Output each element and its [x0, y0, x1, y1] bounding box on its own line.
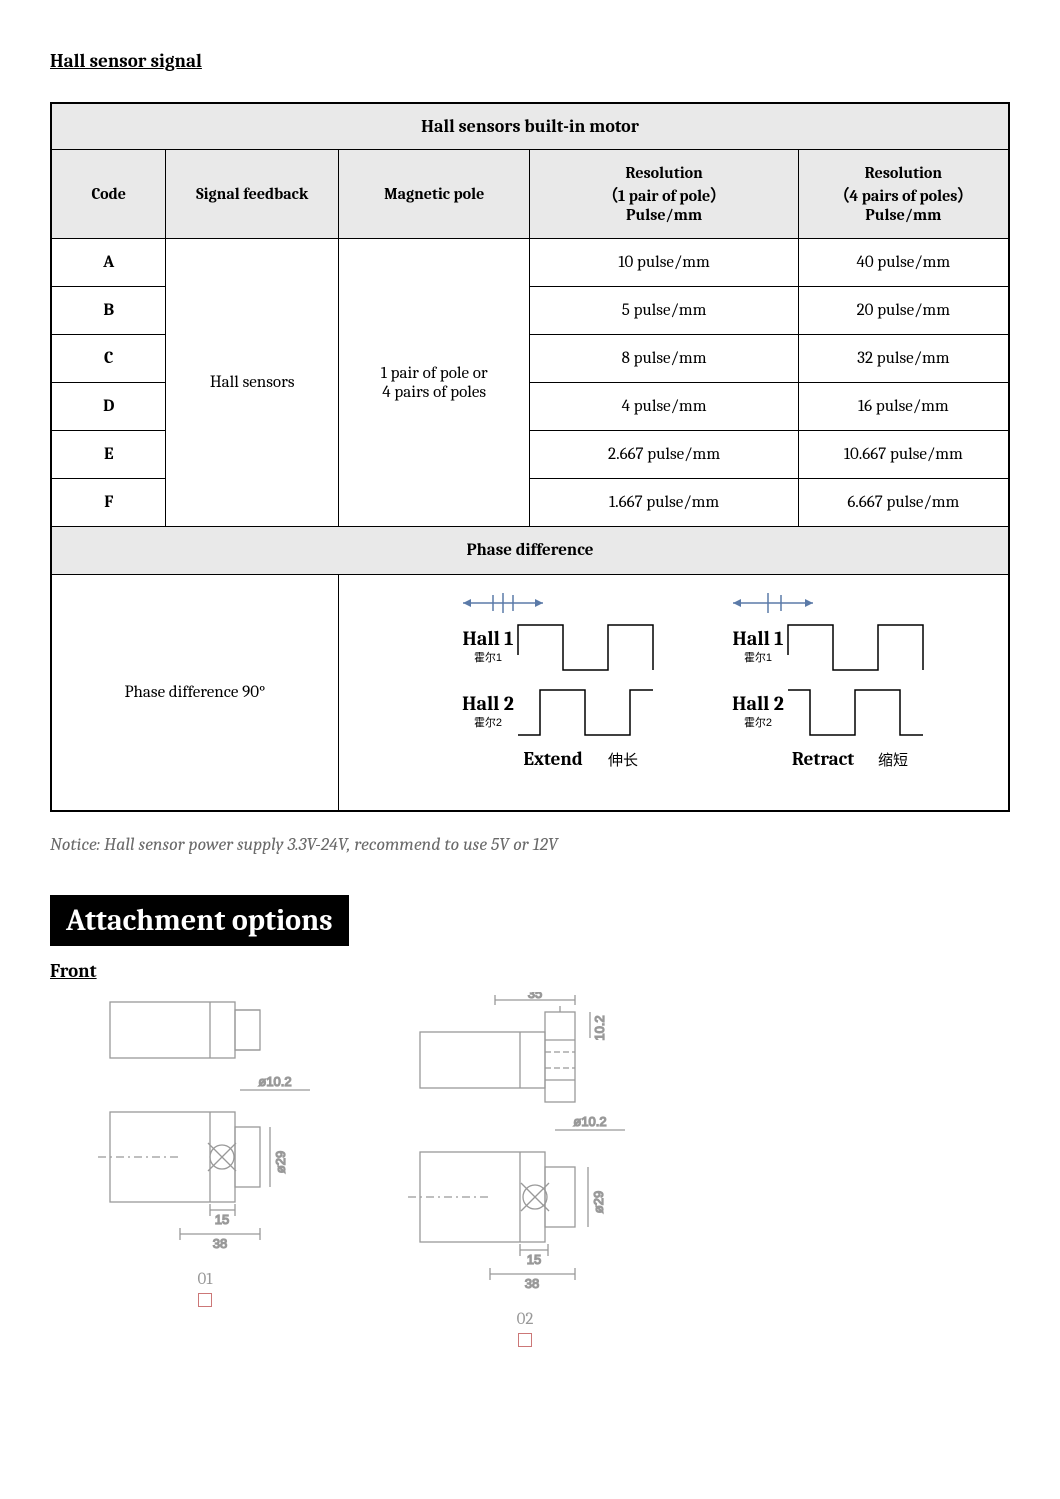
col-magnetic: Magnetic pole	[338, 150, 530, 239]
svg-text:Hall 1: Hall 1	[463, 627, 514, 650]
svg-text:ø29: ø29	[591, 1191, 606, 1213]
table-row: A Hall sensors 1 pair of pole or 4 pairs…	[51, 239, 1009, 287]
svg-text:15: 15	[527, 1252, 541, 1267]
res4-cell: 6.667 pulse/mm	[798, 479, 1009, 527]
drawing-02-label: 02	[390, 1310, 660, 1329]
drawing-01-checkbox[interactable]	[198, 1293, 212, 1307]
drawing-02: 35 10.2 ø10.2	[390, 992, 660, 1351]
col-res4: Resolution （4 pairs of poles） Pulse/mm	[798, 150, 1009, 239]
res4-cell: 32 pulse/mm	[798, 335, 1009, 383]
svg-text:ø10.2: ø10.2	[258, 1074, 291, 1089]
svg-text:Extend: Extend	[524, 748, 583, 770]
signal-cell: Hall sensors	[166, 239, 338, 527]
drawings-row: ø10.2 ø29 15	[80, 992, 1010, 1351]
svg-text:35: 35	[528, 992, 542, 1001]
svg-text:10.2: 10.2	[592, 1015, 607, 1040]
phase-diagram-cell: Hall 1 霍尔1 Hall 2 霍尔2 Extend 伸长	[338, 575, 1009, 812]
code-cell: A	[51, 239, 166, 287]
phase-title: Phase difference	[51, 527, 1009, 575]
svg-text:Hall 2: Hall 2	[463, 692, 515, 715]
res4-cell: 16 pulse/mm	[798, 383, 1009, 431]
res1-cell: 8 pulse/mm	[530, 335, 798, 383]
svg-text:霍尔1: 霍尔1	[744, 651, 772, 664]
svg-text:Hall 1: Hall 1	[733, 627, 784, 650]
svg-text:伸长: 伸长	[608, 752, 638, 769]
front-heading: Front	[50, 960, 1010, 982]
hall-sensors-table: Hall sensors built-in motor Code Signal …	[50, 102, 1010, 812]
drawing-01: ø10.2 ø29 15	[80, 992, 330, 1351]
res1-cell: 5 pulse/mm	[530, 287, 798, 335]
table-title: Hall sensors built-in motor	[51, 103, 1009, 150]
svg-text:38: 38	[213, 1236, 227, 1251]
col-code: Code	[51, 150, 166, 239]
drawing-01-label: 01	[80, 1270, 330, 1289]
phase-diagram: Hall 1 霍尔1 Hall 2 霍尔2 Extend 伸长	[393, 585, 953, 795]
svg-text:38: 38	[525, 1276, 539, 1291]
code-cell: C	[51, 335, 166, 383]
drawing-01-svg: ø10.2 ø29 15	[80, 992, 330, 1252]
res1-cell: 10 pulse/mm	[530, 239, 798, 287]
svg-text:Hall 2: Hall 2	[733, 692, 785, 715]
res1-cell: 1.667 pulse/mm	[530, 479, 798, 527]
phase-label: Phase difference 90°	[51, 575, 338, 812]
svg-text:ø10.2: ø10.2	[573, 1114, 606, 1129]
table-title-row: Hall sensors built-in motor	[51, 103, 1009, 150]
res4-cell: 10.667 pulse/mm	[798, 431, 1009, 479]
code-cell: B	[51, 287, 166, 335]
svg-text:霍尔2: 霍尔2	[474, 716, 502, 729]
code-cell: E	[51, 431, 166, 479]
svg-text:缩短: 缩短	[878, 752, 908, 769]
res1-cell: 4 pulse/mm	[530, 383, 798, 431]
phase-title-row: Phase difference	[51, 527, 1009, 575]
magnetic-cell: 1 pair of pole or 4 pairs of poles	[338, 239, 530, 527]
svg-text:ø29: ø29	[273, 1151, 288, 1173]
phase-row: Phase difference 90° Hall 1 霍尔1	[51, 575, 1009, 812]
col-res1: Resolution （1 pair of pole） Pulse/mm	[530, 150, 798, 239]
svg-text:霍尔1: 霍尔1	[474, 651, 502, 664]
svg-text:15: 15	[215, 1212, 229, 1227]
code-cell: D	[51, 383, 166, 431]
res1-cell: 2.667 pulse/mm	[530, 431, 798, 479]
hall-sensor-heading: Hall sensor signal	[50, 50, 1010, 72]
res4-cell: 40 pulse/mm	[798, 239, 1009, 287]
svg-text:Retract: Retract	[792, 748, 854, 770]
notice-text: Notice: Hall sensor power supply 3.3V-24…	[50, 834, 1010, 855]
attachment-options-banner: Attachment options	[50, 895, 349, 946]
drawing-02-checkbox[interactable]	[518, 1333, 532, 1347]
table-header-row: Code Signal feedback Magnetic pole Resol…	[51, 150, 1009, 239]
code-cell: F	[51, 479, 166, 527]
col-signal: Signal feedback	[166, 150, 338, 239]
drawing-02-svg: 35 10.2 ø10.2	[390, 992, 660, 1292]
res4-cell: 20 pulse/mm	[798, 287, 1009, 335]
svg-text:霍尔2: 霍尔2	[744, 716, 772, 729]
